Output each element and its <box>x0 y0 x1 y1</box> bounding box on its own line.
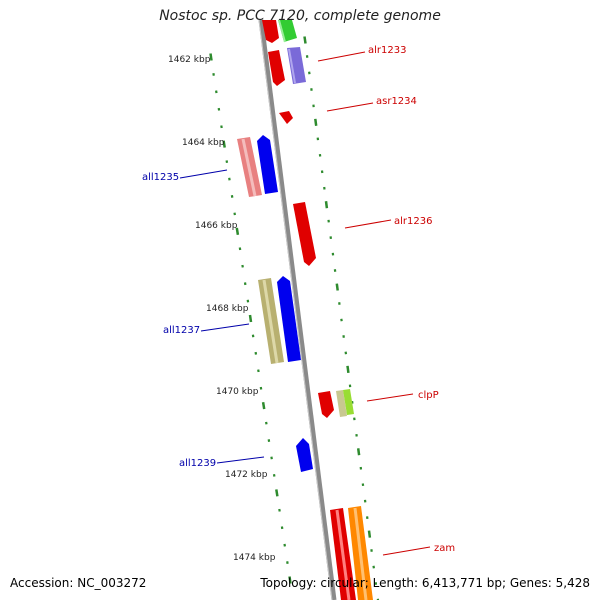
major-tick <box>209 53 213 61</box>
scale-label-1464: 1464 kbp <box>182 138 225 148</box>
label-alr1236[interactable]: alr1236 <box>394 216 432 227</box>
genome-summary-text: Topology: circular; Length: 6,413,771 bp… <box>260 576 590 590</box>
major-tick <box>356 448 361 456</box>
major-tick <box>275 489 279 497</box>
label-all1237[interactable]: all1237 <box>163 325 200 336</box>
major-tick <box>222 140 226 148</box>
label-clpP[interactable]: clpP <box>418 390 439 401</box>
scale-label-1462: 1462 kbp <box>168 55 211 65</box>
gene-alr1236[interactable] <box>293 202 316 266</box>
label-alr1233[interactable]: alr1233 <box>368 45 406 56</box>
major-tick <box>261 402 266 410</box>
gene-all1235[interactable] <box>257 135 278 194</box>
major-tick <box>288 576 292 584</box>
gene-clpP-neighbor-1[interactable] <box>336 390 347 417</box>
gene-asr1234[interactable] <box>279 111 293 124</box>
major-tick <box>314 118 318 126</box>
backbone-highlight <box>258 19 333 600</box>
gene-alr1233-neighbor[interactable] <box>287 47 306 84</box>
gene-clpP-neighbor-2[interactable] <box>343 389 354 415</box>
map-title: Nostoc sp. PCC 7120, complete genome <box>159 8 441 24</box>
gene-features <box>237 19 373 600</box>
scale-label-1470: 1470 kbp <box>216 387 259 397</box>
major-tick <box>235 227 240 235</box>
major-tick <box>367 530 372 538</box>
scale-labels: 1462 kbp 1464 kbp 1466 kbp 1468 kbp 1470… <box>168 55 276 563</box>
genome-backbone <box>258 19 337 600</box>
major-tick <box>324 201 329 209</box>
left-tick-track <box>209 53 292 584</box>
scale-label-1466: 1466 kbp <box>195 221 238 231</box>
gene-alr1233[interactable] <box>268 50 285 86</box>
scale-label-1468: 1468 kbp <box>206 304 249 314</box>
gene-clpP[interactable] <box>318 391 334 418</box>
gene-callouts: alr1233 asr1234 all1235 alr1236 all1237 … <box>142 45 455 556</box>
label-all1235[interactable]: all1235 <box>142 172 179 183</box>
gene-all1237[interactable] <box>277 276 301 362</box>
major-tick <box>335 283 339 291</box>
scale-label-1472: 1472 kbp <box>225 470 268 480</box>
gene-all1239[interactable] <box>296 438 313 472</box>
major-tick <box>303 36 307 44</box>
major-tick <box>248 314 253 323</box>
accession-text: Accession: NC_003272 <box>10 576 147 590</box>
major-tick <box>346 365 350 374</box>
scale-label-1474: 1474 kbp <box>233 553 276 563</box>
label-zam[interactable]: zam <box>434 543 455 554</box>
label-all1239[interactable]: all1239 <box>179 458 216 469</box>
gene-red-top[interactable] <box>262 20 279 43</box>
right-tick-track <box>303 36 380 600</box>
label-asr1234[interactable]: asr1234 <box>376 96 417 107</box>
